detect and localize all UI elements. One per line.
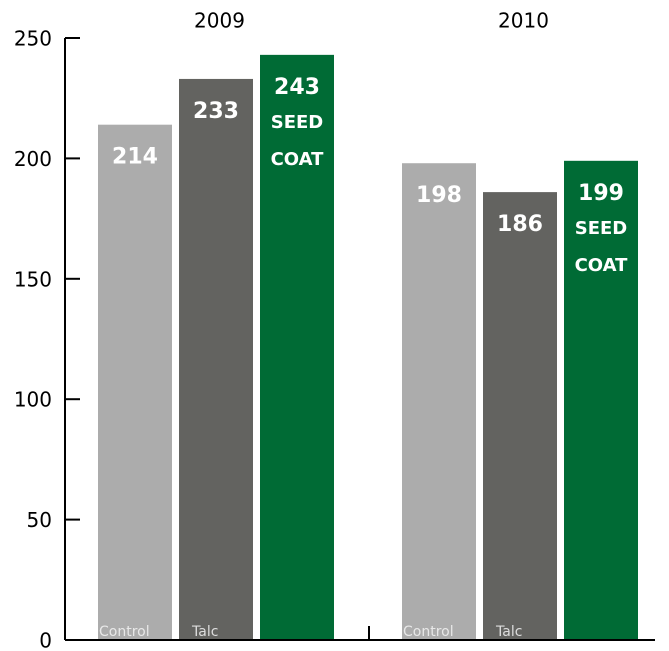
value-label: 233 — [193, 99, 239, 124]
y-tick-label: 200 — [14, 147, 52, 171]
group-label: 2009 — [194, 9, 245, 33]
y-tick-label: 150 — [14, 267, 52, 291]
value-label: 243 — [274, 75, 320, 100]
bar — [564, 160, 638, 641]
y-tick-label: 50 — [27, 508, 52, 532]
group-label: 2010 — [498, 9, 549, 33]
series-label: Talc — [191, 624, 218, 640]
series-label: Control — [99, 624, 150, 640]
bar — [260, 54, 334, 640]
y-tick-label: 0 — [39, 629, 52, 651]
bar — [402, 163, 476, 640]
value-label: 198 — [416, 183, 462, 208]
bar — [98, 124, 172, 641]
value-label: 186 — [497, 212, 543, 237]
series-label: SEED COAT — [271, 112, 325, 170]
series-label: SEED COAT — [575, 218, 629, 276]
bar — [483, 192, 557, 640]
y-tick-label: 100 — [14, 388, 52, 412]
value-label: 214 — [112, 145, 158, 170]
series-label: Talc — [495, 624, 522, 640]
value-label: 199 — [578, 181, 624, 206]
series-label: Control — [403, 624, 454, 640]
y-tick-label: 250 — [14, 27, 52, 51]
bar — [179, 78, 253, 641]
